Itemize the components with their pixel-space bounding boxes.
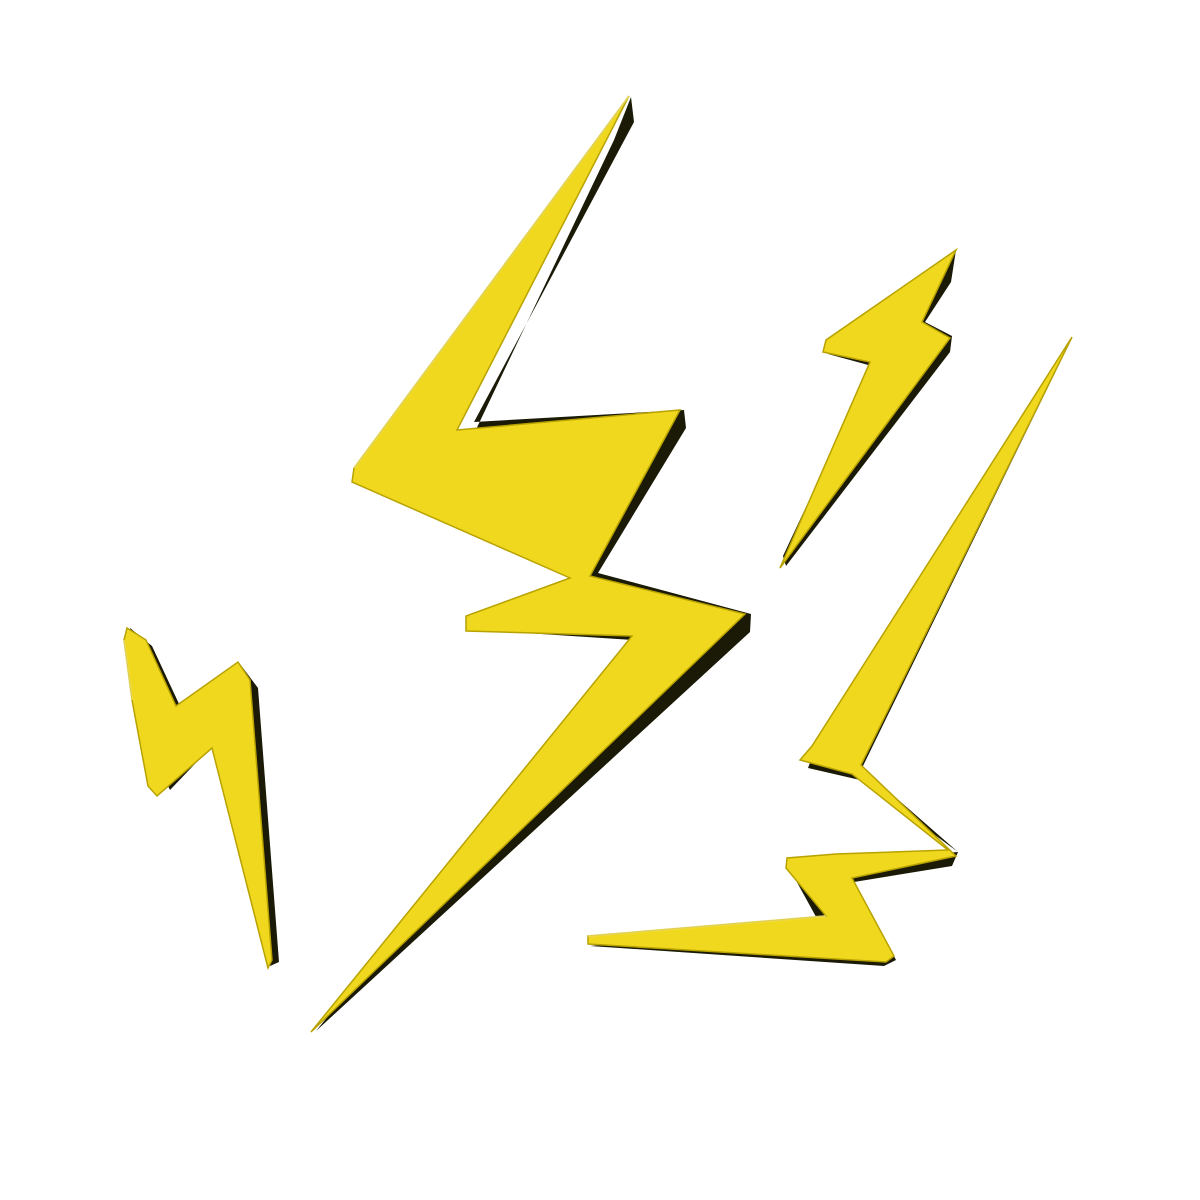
bottom-right-bolt-highlight (587, 915, 827, 937)
left-bolt-face (123, 626, 273, 971)
large-lightning-bolt-icon (310, 95, 751, 1033)
large-bolt-highlight (353, 95, 630, 469)
left-lightning-bolt-icon (123, 626, 279, 971)
small-top-right-lightning-bolt-icon (779, 247, 958, 569)
small-bolt-face (779, 247, 958, 569)
bottom-right-lightning-bolt-icon (587, 336, 1073, 966)
left-bolt-highlight (123, 639, 133, 701)
large-bolt-face (310, 95, 747, 1033)
